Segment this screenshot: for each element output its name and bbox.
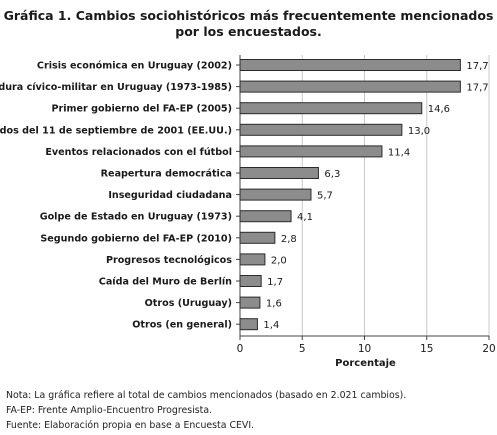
data-label: 1,7 [267, 277, 283, 288]
bar [239, 318, 258, 331]
bar [239, 80, 461, 93]
category-label: Caída del Muro de Berlín [99, 276, 232, 288]
chart-title: Gráfica 1. Cambios sociohistóricos más f… [3, 8, 494, 23]
data-label: 13,0 [408, 126, 430, 137]
chart-notes: Nota: La gráfica refiere al total de cam… [6, 388, 406, 433]
chart-title-block: Gráfica 1. Cambios sociohistóricos más f… [0, 8, 497, 40]
data-label: 5,7 [317, 191, 333, 202]
x-axis-label: Porcentaje [335, 358, 396, 369]
bar [239, 210, 292, 223]
category-label: Atentados del 11 de septiembre de 2001 (… [0, 125, 232, 136]
data-label: 4,1 [297, 212, 313, 223]
bar [239, 167, 319, 179]
data-label: 17,7 [466, 83, 488, 94]
category-label: Dictadura cívico-militar en Uruguay (197… [0, 81, 232, 93]
x-tick-label: 20 [482, 343, 495, 355]
x-tick-label: 15 [420, 343, 433, 355]
data-label: 14,6 [428, 104, 450, 115]
note-line: Fuente: Elaboración propia en base a Enc… [6, 420, 255, 431]
bar [239, 102, 423, 115]
category-label: Otros (Uruguay) [145, 298, 232, 309]
data-label: 11,4 [388, 147, 410, 158]
category-label: Inseguridad ciudadana [108, 190, 232, 201]
note-line: Nota: La gráfica refiere al total de cam… [6, 390, 407, 401]
bar-chart: 0 5 10 15 20 Crisis económica en Uruguay (200… [0, 55, 496, 369]
chart-subtitle: por los encuestados. [175, 24, 322, 39]
bar [239, 296, 261, 309]
category-label: Primer gobierno del FA-EP (2005) [52, 104, 233, 115]
bar [239, 145, 383, 158]
category-label: Reapertura democrática [101, 168, 232, 180]
data-label: 2,8 [281, 234, 297, 245]
bar [239, 275, 262, 287]
data-label: 6,3 [324, 169, 340, 180]
bar [239, 231, 276, 244]
x-tick-label: 5 [299, 343, 306, 355]
bar [239, 59, 461, 71]
bar [239, 188, 312, 201]
note-line: FA-EP: Frente Amplio-Encuentro Progresis… [6, 405, 213, 416]
category-label: Otros (en general) [132, 320, 232, 331]
data-label: 1,6 [266, 299, 282, 310]
category-label: Segundo gobierno del FA-EP (2010) [40, 233, 232, 244]
bar [239, 123, 403, 136]
x-tick-label: 0 [237, 343, 244, 355]
x-tick-label: 10 [358, 343, 371, 355]
category-label: Golpe de Estado en Uruguay (1973) [40, 212, 232, 223]
bar [239, 253, 266, 266]
category-label: Eventos relacionados con el fútbol [45, 146, 232, 158]
category-label: Crisis económica en Uruguay (2002) [37, 60, 232, 72]
data-label: 2,0 [271, 255, 287, 266]
data-label: 1,4 [263, 320, 279, 331]
data-label: 17,7 [466, 61, 488, 72]
category-label: Progresos tecnológicos [106, 254, 232, 266]
